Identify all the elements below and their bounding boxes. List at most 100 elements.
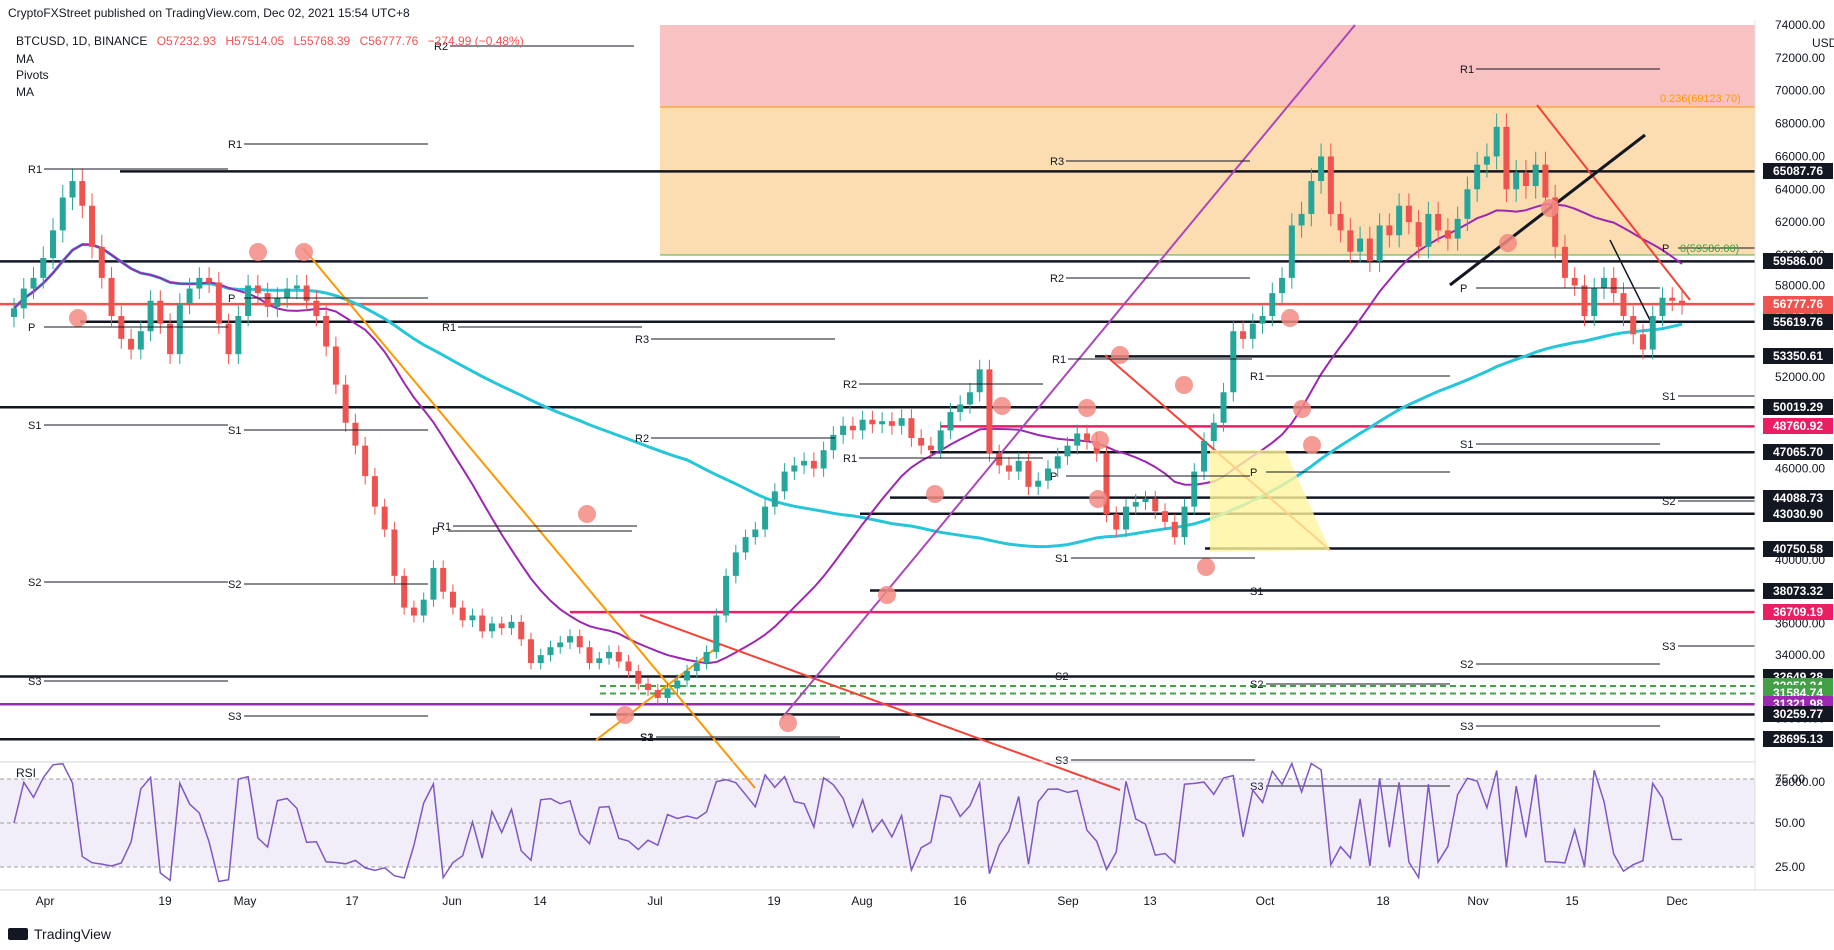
candle-body bbox=[1279, 277, 1286, 294]
candle-body bbox=[1600, 277, 1607, 289]
candle-body bbox=[732, 552, 739, 576]
pivot-level-label: S1 bbox=[28, 420, 41, 432]
price-badge: 53350.61 bbox=[1763, 348, 1833, 365]
candle-body bbox=[1435, 213, 1442, 231]
indicator-pivots[interactable]: Pivots bbox=[16, 68, 49, 82]
time-tick-label: Aug bbox=[851, 894, 872, 908]
pivot-level-label: R2 bbox=[843, 379, 857, 391]
candle-body bbox=[498, 623, 505, 629]
time-tick-label: Apr bbox=[36, 894, 55, 908]
candle-body bbox=[264, 293, 271, 307]
candle-body bbox=[1201, 441, 1208, 472]
time-tick-label: Dec bbox=[1666, 894, 1687, 908]
price-tick-label: 62000.00 bbox=[1775, 215, 1825, 229]
price-tick-label: 58000.00 bbox=[1775, 279, 1825, 293]
candle-body bbox=[147, 300, 154, 332]
price-tick-label: 34000.00 bbox=[1775, 648, 1825, 662]
candle-body bbox=[313, 300, 320, 316]
ma-200-line bbox=[12, 242, 1683, 549]
candle-body bbox=[98, 246, 105, 278]
candle-body bbox=[976, 369, 983, 393]
candle-body bbox=[1366, 238, 1373, 262]
candle-body bbox=[888, 421, 895, 426]
candle-body bbox=[1191, 471, 1198, 507]
pivot-level-label: R3 bbox=[1050, 156, 1064, 168]
candle-body bbox=[810, 460, 817, 469]
candle-body bbox=[1542, 164, 1549, 198]
candle-body bbox=[898, 418, 905, 426]
time-tick-label: Oct bbox=[1256, 894, 1275, 908]
candle-body bbox=[342, 384, 349, 423]
time-tick-label: 19 bbox=[158, 894, 172, 908]
candle-body bbox=[1240, 331, 1247, 339]
candle-body bbox=[996, 453, 1003, 466]
indicator-ma-2[interactable]: MA bbox=[16, 85, 34, 99]
candle-body bbox=[1113, 514, 1120, 530]
candle-body bbox=[1376, 225, 1383, 262]
candle-body bbox=[1210, 422, 1217, 442]
candle-body bbox=[557, 642, 564, 648]
candle-body bbox=[157, 300, 164, 324]
time-tick-label: Sep bbox=[1057, 894, 1079, 908]
price-tick-label: 26000.00 bbox=[1775, 775, 1825, 789]
pivot-level-label: S1 bbox=[640, 732, 653, 744]
pivot-highlight-circle bbox=[1111, 346, 1129, 364]
candle-body bbox=[713, 615, 720, 652]
candle-body bbox=[1220, 392, 1227, 423]
candle-body bbox=[1591, 288, 1598, 316]
candle-body bbox=[186, 288, 193, 304]
candle-body bbox=[518, 621, 525, 640]
candle-body bbox=[176, 303, 183, 355]
candle-body bbox=[596, 658, 603, 664]
fib-level-label: 0.236(69123.70) bbox=[1660, 93, 1741, 105]
publisher-line: CryptoFXStreet published on TradingView.… bbox=[8, 6, 410, 20]
candle-body bbox=[1405, 205, 1412, 223]
pivot-level-label: S2 bbox=[640, 732, 653, 744]
rsi-label[interactable]: RSI bbox=[16, 766, 37, 780]
tradingview-logo-icon bbox=[8, 928, 28, 940]
candle-body bbox=[1230, 331, 1237, 393]
candle-body bbox=[1162, 511, 1169, 522]
pivot-level-label: S2 bbox=[1460, 659, 1473, 671]
candle-body bbox=[859, 419, 866, 431]
pivot-level-label: P bbox=[28, 322, 35, 334]
pivot-level-label: P bbox=[1460, 283, 1467, 295]
candle-body bbox=[1005, 465, 1012, 472]
candle-body bbox=[1493, 126, 1500, 157]
candle-body bbox=[1327, 156, 1334, 214]
candle-body bbox=[1171, 521, 1178, 538]
pivot-level-label: S1 bbox=[1460, 439, 1473, 451]
pivot-highlight-circle bbox=[1541, 199, 1559, 217]
fib-zone-orange bbox=[660, 107, 1755, 255]
candle-body bbox=[567, 636, 573, 643]
candle-body bbox=[820, 450, 827, 469]
candle-body bbox=[1025, 460, 1032, 487]
currency-label: USD bbox=[1812, 36, 1834, 50]
candle-body bbox=[1249, 323, 1256, 339]
candle-body bbox=[1308, 181, 1315, 214]
candle-body bbox=[1288, 225, 1295, 278]
price-tick-label: 70000.00 bbox=[1775, 84, 1825, 98]
candle-body bbox=[1396, 205, 1403, 236]
candle-body bbox=[196, 277, 203, 289]
candle-body bbox=[947, 412, 954, 431]
pivot-level-label: S1 bbox=[228, 425, 241, 437]
pivot-highlight-circle bbox=[1175, 376, 1193, 394]
indicator-ma-1[interactable]: MA bbox=[16, 52, 34, 66]
tradingview-brand[interactable]: TradingView bbox=[8, 926, 111, 942]
candle-body bbox=[293, 285, 300, 289]
pivot-highlight-circle bbox=[1281, 309, 1299, 327]
price-badge: 50019.29 bbox=[1763, 399, 1833, 416]
candle-body bbox=[69, 181, 76, 198]
candle-body bbox=[791, 465, 798, 472]
candle-body bbox=[742, 537, 749, 553]
price-badge: 44088.73 bbox=[1763, 489, 1833, 506]
candle-body bbox=[352, 422, 359, 446]
ma-50-line bbox=[13, 203, 1683, 665]
candle-body bbox=[274, 297, 281, 307]
candle-body bbox=[430, 567, 437, 600]
candle-body bbox=[879, 421, 886, 425]
high-value: H57514.05 bbox=[225, 34, 285, 48]
candle-body bbox=[762, 506, 769, 530]
